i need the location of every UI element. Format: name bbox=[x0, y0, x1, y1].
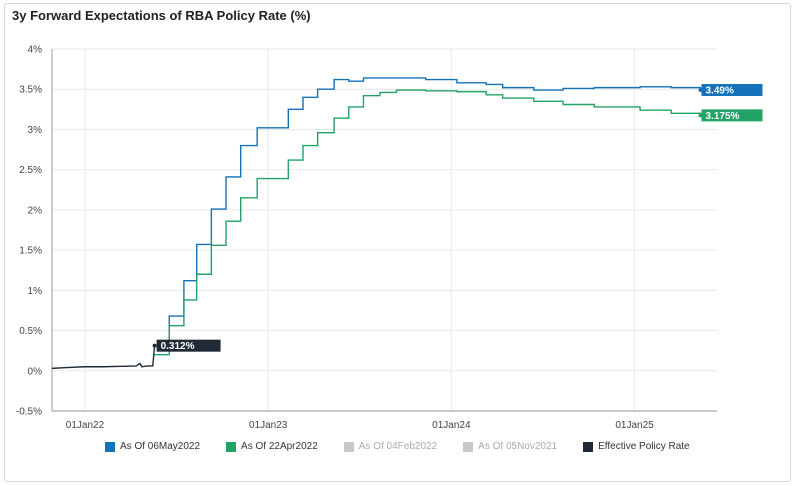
chart-panel bbox=[4, 3, 791, 482]
chart-title: 3y Forward Expectations of RBA Policy Ra… bbox=[12, 8, 311, 23]
y-tick-label: 1.5% bbox=[19, 246, 42, 257]
legend-item[interactable]: Effective Policy Rate bbox=[583, 441, 690, 452]
annotation-box-series1 bbox=[701, 84, 763, 97]
x-tick-label: 01Jan25 bbox=[615, 420, 654, 431]
y-tick-label: 0% bbox=[28, 366, 43, 377]
y-tick-label: 1% bbox=[28, 286, 43, 297]
y-tick-label: 4% bbox=[28, 45, 43, 56]
legend: As Of 06May2022 As Of 22Apr2022 As Of 04Fe… bbox=[105, 441, 716, 452]
x-axis-ticks: 01Jan22 01Jan23 01Jan24 01Jan25 bbox=[66, 420, 654, 431]
y-tick-label: 3.5% bbox=[19, 85, 42, 96]
legend-item[interactable]: As Of 06May2022 bbox=[105, 441, 200, 452]
y-axis-ticks: -0.5% 0% 0.5% 1% 1.5% 2% 2.5% 3% 3.5% 4% bbox=[16, 45, 42, 418]
annotation-label: 0.312% bbox=[161, 341, 195, 352]
legend-item[interactable]: As Of 05Nov2021 bbox=[463, 441, 557, 452]
series-line-series1[interactable] bbox=[154, 77, 702, 347]
y-tick-label: -0.5% bbox=[16, 407, 42, 418]
x-tick-label: 01Jan24 bbox=[432, 420, 471, 431]
legend-label: As Of 04Feb2022 bbox=[358, 441, 438, 452]
legend-item[interactable]: As Of 22Apr2022 bbox=[226, 441, 318, 452]
y-tick-label: 2.5% bbox=[19, 165, 42, 176]
series-line-effective[interactable] bbox=[51, 345, 156, 370]
legend-swatch bbox=[105, 441, 115, 452]
annotation-label: 3.175% bbox=[706, 111, 740, 122]
legend-swatch bbox=[583, 441, 594, 452]
annotation-box-effective bbox=[156, 339, 221, 352]
legend-swatch bbox=[343, 441, 354, 452]
legend-label: As Of 22Apr2022 bbox=[241, 441, 318, 452]
x-tick-label: 01Jan22 bbox=[66, 420, 105, 431]
legend-label: As Of 05Nov2021 bbox=[478, 441, 558, 452]
annotation-marker bbox=[152, 343, 157, 348]
series-lines bbox=[51, 77, 702, 370]
legend-label: As Of 06May2022 bbox=[120, 441, 201, 452]
x-tick-label: 01Jan23 bbox=[249, 420, 288, 431]
legend-swatch bbox=[226, 441, 237, 452]
annotation-label: 3.49% bbox=[706, 86, 734, 97]
y-tick-label: 2% bbox=[28, 205, 43, 216]
series-line-series2[interactable] bbox=[154, 89, 702, 356]
y-tick-label: 3% bbox=[28, 125, 43, 136]
y-tick-label: 0.5% bbox=[19, 326, 42, 337]
annotations: 0.312% 3.49% 3.175% bbox=[152, 84, 763, 352]
annotation-box-series2 bbox=[701, 109, 763, 122]
legend-swatch bbox=[463, 441, 474, 452]
grid-lines bbox=[52, 48, 717, 412]
legend-item[interactable]: As Of 04Feb2022 bbox=[343, 441, 438, 452]
legend-label: Effective Policy Rate bbox=[598, 441, 690, 452]
